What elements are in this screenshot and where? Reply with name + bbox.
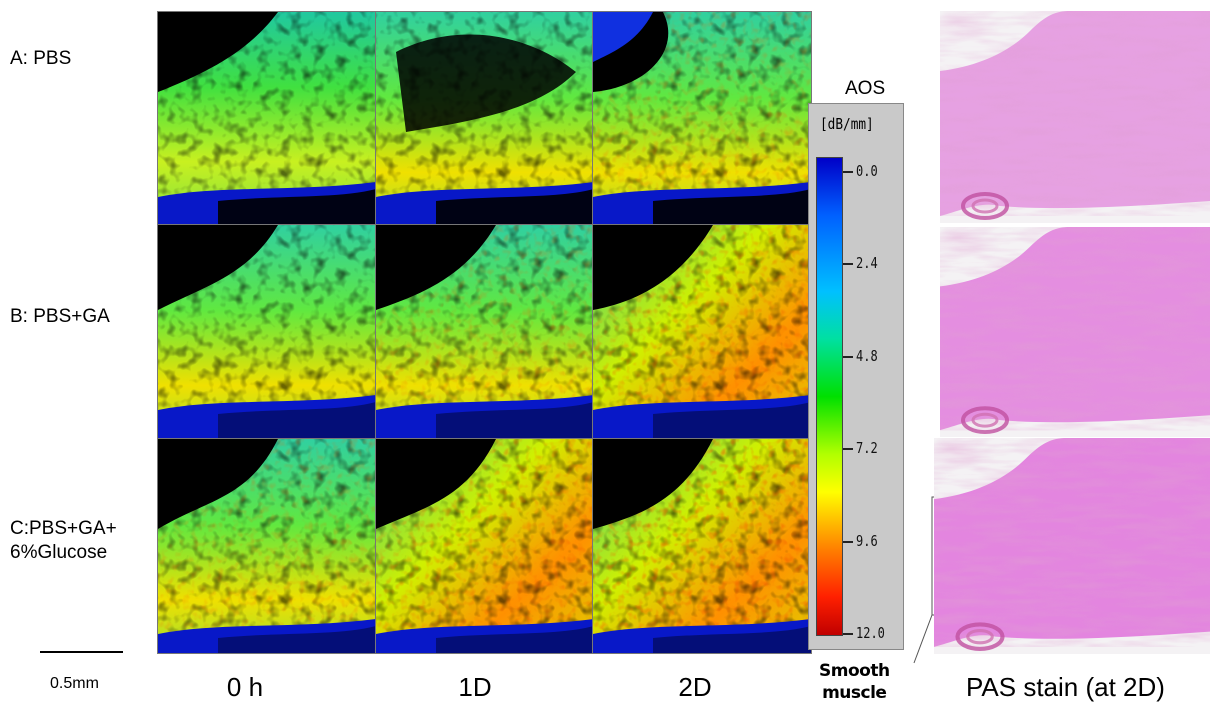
colorbar-tick-label: 9.6	[856, 531, 878, 550]
colorbar-tick	[843, 263, 853, 266]
column-label-0h: 0 h	[226, 672, 264, 702]
colorbar-tick	[843, 171, 853, 173]
colorbar-tick-label: 12.0	[856, 624, 885, 642]
colorbar-tick	[843, 633, 853, 635]
column-label-1d: 1D	[458, 672, 492, 702]
pas-stain-panel-3	[934, 438, 1210, 654]
aos-panel-b-0h	[157, 224, 377, 440]
pas-stain-panel-1	[940, 11, 1210, 223]
colorbar-gradient	[816, 157, 843, 636]
column-label-2d: 2D	[678, 672, 712, 702]
row-label-c: C:PBS+GA+ 6%Glucose	[10, 518, 117, 563]
annotation-line1: Smooth	[819, 661, 890, 681]
colorbar-tick-label: 7.2	[856, 439, 878, 458]
smooth-muscle-annotation: Smooth muscle	[819, 660, 890, 704]
colorbar-unit: [dB/mm]	[820, 115, 874, 133]
aos-panel-c-1d	[375, 438, 595, 654]
colorbar-tick-label: 4.8	[856, 346, 878, 365]
colorbar-tick	[843, 540, 853, 543]
aos-panel-b-2d	[592, 224, 812, 440]
pas-stain-panel-2	[940, 227, 1210, 437]
scale-bar-line	[40, 651, 123, 653]
colorbar-title: AOS	[845, 78, 886, 99]
colorbar-tick-label: 0.0	[856, 162, 878, 180]
colorbar-tick-label: 2.4	[856, 254, 878, 273]
aos-panel-a-1d	[375, 11, 595, 227]
aos-panel-c-0h	[157, 438, 377, 654]
annotation-line2: muscle	[822, 683, 887, 703]
scale-bar-label: 0.5mm	[50, 675, 99, 692]
colorbar-tick	[843, 355, 853, 358]
aos-panel-a-2d	[592, 11, 812, 227]
aos-panel-b-1d	[375, 224, 595, 440]
pas-stain-label: PAS stain (at 2D)	[966, 672, 1165, 702]
colorbar-tick	[843, 448, 853, 451]
aos-panel-a-0h	[157, 11, 377, 227]
row-label-a: A: PBS	[10, 48, 72, 69]
aos-panel-c-2d	[592, 438, 812, 654]
row-label-b: B: PBS+GA	[10, 306, 110, 327]
